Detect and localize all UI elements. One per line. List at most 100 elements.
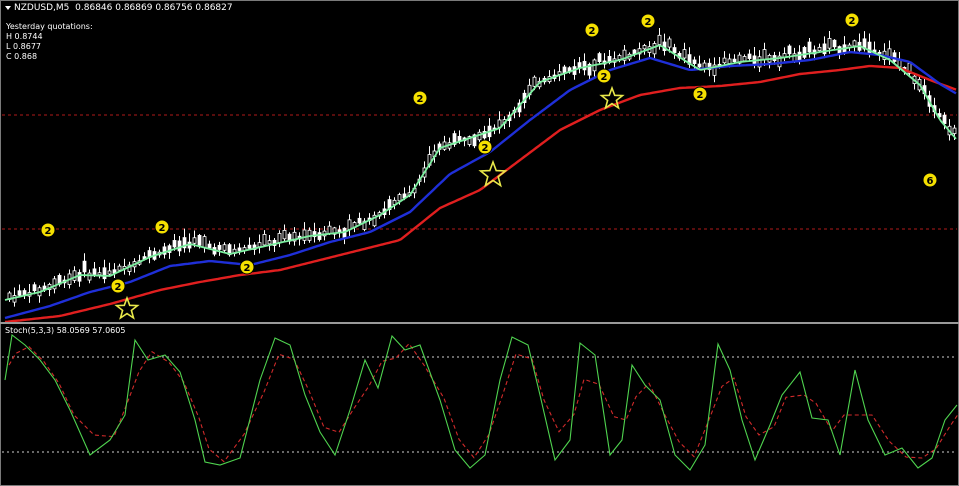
- candle-body: [652, 43, 657, 55]
- candle-body: [457, 135, 462, 141]
- signal-marker-label: 2: [417, 94, 424, 105]
- signal-marker-label: 2: [159, 223, 166, 234]
- pane-divider[interactable]: [0, 322, 959, 324]
- candle-body: [802, 47, 807, 58]
- signal-marker-label: 2: [115, 282, 122, 293]
- candle-body: [342, 227, 347, 239]
- yesterday-quotes-panel: Yesterday quotations: H 0.8744 L 0.8677 …: [6, 22, 93, 62]
- signal-marker-circle: [640, 13, 656, 29]
- candle-body: [587, 63, 592, 76]
- signal-marker-label: 6: [927, 176, 934, 187]
- candle-body: [597, 53, 602, 62]
- candle-body: [827, 38, 832, 49]
- signal-marker-label: 2: [697, 90, 704, 101]
- signal-markers: 2 2 2 2 2 2 2 2 2 2 2 6: [40, 12, 938, 294]
- signal-marker-circle: [692, 86, 708, 102]
- signal-marker-label: 2: [589, 26, 596, 37]
- candle-body: [317, 232, 322, 240]
- candle-body: [737, 54, 742, 64]
- candle-body: [452, 133, 457, 145]
- candle-body: [217, 244, 222, 250]
- signal-marker-circle: [40, 222, 56, 238]
- signal-marker-label: 2: [849, 16, 856, 27]
- candle-body: [282, 230, 287, 240]
- candle-body: [762, 49, 767, 60]
- signal-marker-label: 2: [244, 263, 251, 274]
- candle-body: [617, 55, 622, 60]
- ohlc-prices: 0.86846 0.86869 0.86756 0.86827: [75, 3, 233, 13]
- candle-body: [777, 55, 782, 68]
- ma-mid-line: [4, 50, 957, 320]
- signal-marker: 2: [596, 68, 612, 84]
- signal-marker: 6: [922, 172, 938, 188]
- candle-body: [697, 63, 702, 68]
- candle-body: [467, 136, 472, 145]
- star-icon: [478, 159, 508, 188]
- symbol-timeframe: NZDUSD,M5: [14, 3, 70, 13]
- candle-body: [482, 131, 487, 139]
- candle-body: [72, 270, 77, 281]
- candle-body: [177, 240, 182, 252]
- candle-body: [192, 237, 197, 244]
- signal-marker: 2: [40, 222, 56, 238]
- stoch-main-line: [4, 333, 958, 471]
- candle-body: [267, 240, 272, 245]
- candle-body: [817, 46, 822, 52]
- signal-marker-circle: [844, 12, 860, 28]
- signal-marker: 2: [110, 278, 126, 294]
- signal-marker: 2: [239, 259, 255, 275]
- candle-body: [797, 51, 802, 61]
- signal-marker: 2: [584, 22, 600, 38]
- signal-marker-circle: [412, 90, 428, 106]
- candle-body: [202, 236, 207, 248]
- candle-body: [182, 237, 187, 249]
- candle-body: [357, 217, 362, 224]
- signal-marker: 2: [154, 219, 170, 235]
- candle-body: [17, 290, 22, 296]
- candle-body: [162, 246, 167, 255]
- quotes-header: Yesterday quotations:: [6, 22, 93, 31]
- candle-body: [732, 58, 737, 62]
- candle-body: [52, 278, 57, 290]
- candle-body: [147, 250, 152, 258]
- candle-body: [952, 127, 957, 134]
- stoch-signal-line: [8, 342, 959, 463]
- signal-marker: 2: [412, 90, 428, 106]
- candle-body: [397, 194, 402, 202]
- signal-marker-circle: [154, 219, 170, 235]
- signal-marker: 2: [640, 13, 656, 29]
- candle-body: [257, 242, 262, 248]
- star-icon: [114, 295, 140, 320]
- candle-body: [262, 234, 267, 246]
- candle-body: [722, 57, 727, 64]
- signal-marker-circle: [922, 172, 938, 188]
- candle-body: [222, 244, 227, 251]
- candle-body: [107, 270, 112, 275]
- candle-body: [22, 290, 27, 296]
- candle-body: [312, 231, 317, 238]
- candle-body: [822, 43, 827, 55]
- candle-body: [277, 233, 282, 243]
- candle-body: [757, 56, 762, 68]
- candle-body: [787, 45, 792, 55]
- candle-body: [742, 56, 747, 62]
- candle-body: [237, 247, 242, 251]
- stochastic-label: Stoch(5,3,3) 58.0569 57.0605: [5, 326, 126, 335]
- signal-marker-label: 2: [601, 72, 608, 83]
- chart-title: NZDUSD,M5 0.86846 0.86869 0.86756 0.8682…: [5, 3, 233, 13]
- candle-body: [832, 39, 837, 48]
- stoch-levels: [2, 356, 957, 453]
- candle-body: [302, 229, 307, 241]
- ma-slow-line: [4, 64, 957, 324]
- candle-body: [642, 45, 647, 50]
- candle-body: [117, 265, 122, 271]
- ma-fast-line: [4, 44, 957, 301]
- candle-body: [672, 47, 677, 54]
- candle-body: [667, 38, 672, 48]
- quote-low: L 0.8677: [6, 42, 41, 51]
- dropdown-arrow-icon[interactable]: [5, 5, 11, 10]
- candle-body: [692, 59, 697, 64]
- candle-body: [32, 284, 37, 292]
